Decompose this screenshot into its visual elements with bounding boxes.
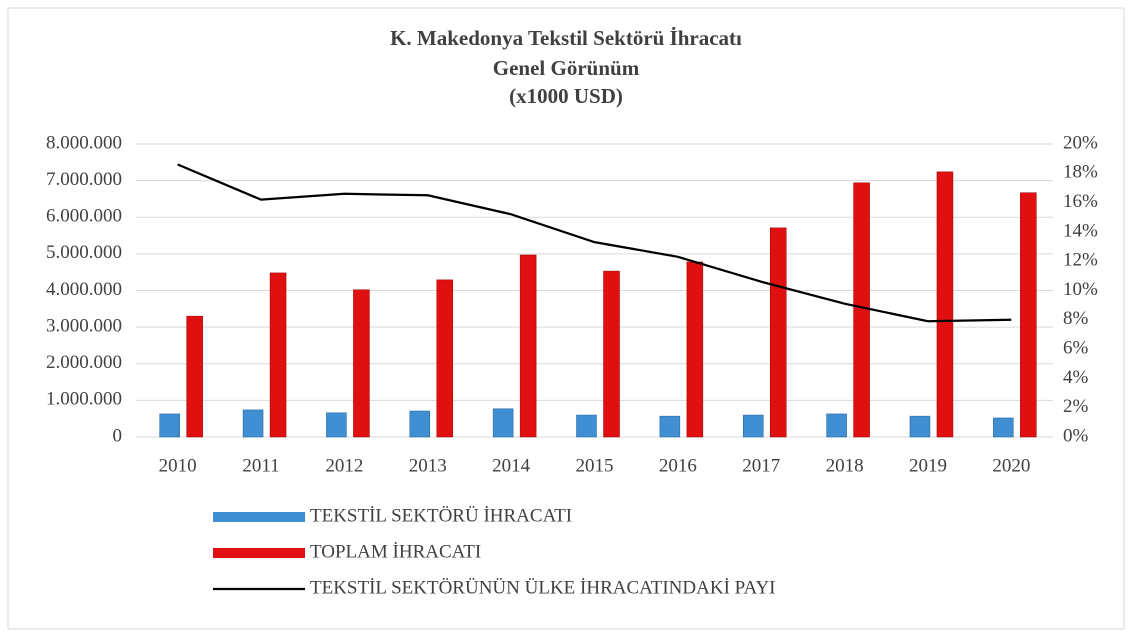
bar [436,279,454,438]
chart-subtitle: Genel Görünüm [493,56,640,80]
y2-tick-label: 18% [1063,162,1098,183]
x-tick-label: 2010 [159,455,197,476]
unit-note: (x1000 USD) [509,84,623,108]
y2-tick-label: 8% [1063,308,1089,329]
bar [269,272,287,438]
bar [242,409,264,438]
x-tick-label: 2018 [826,455,864,476]
legend-label: TEKSTİL SEKTÖRÜ İHRACATI [310,505,572,526]
legend-label: TEKSTİL SEKTÖRÜNÜN ÜLKE İHRACATINDAKİ PA… [310,577,776,598]
y2-tick-label: 12% [1063,250,1098,271]
y-tick-label: 1.000.000 [46,389,122,410]
bar [853,182,870,438]
bar [409,410,431,438]
bar [936,171,954,438]
bar [993,417,1014,438]
bar [603,270,620,438]
y-tick-label: 0 [113,425,123,446]
y2-tick-label: 10% [1063,279,1098,300]
y-tick-label: 7.000.000 [46,169,122,190]
x-tick-label: 2017 [742,455,780,476]
y2-tick-label: 6% [1063,337,1089,358]
legend-swatch [213,512,305,522]
x-tick-label: 2016 [659,455,697,476]
x-tick-label: 2015 [576,455,614,476]
line-series [177,163,1012,323]
bar [576,414,597,438]
y2-tick-label: 4% [1063,367,1089,388]
bar [1020,192,1037,438]
y-tick-label: 4.000.000 [46,279,122,300]
bar [909,415,931,438]
legend-swatch [213,548,305,558]
bar [519,254,537,438]
bar [186,315,203,438]
bar [826,413,847,438]
y2-tick-label: 2% [1063,396,1089,417]
bar [769,227,787,438]
chart-title: K. Makedonya Tekstil Sektörü İhracatı [390,26,742,50]
y2-tick-label: 14% [1063,220,1098,241]
x-tick-label: 2012 [325,455,363,476]
y-tick-label: 5.000.000 [46,242,122,263]
x-tick-label: 2019 [909,455,947,476]
bar [686,261,704,438]
x-tick-label: 2013 [409,455,447,476]
x-tick-label: 2014 [492,455,531,476]
x-tick-label: 2011 [242,455,279,476]
legend-label: TOPLAM İHRACATI [310,541,481,562]
y2-tick-label: 0% [1063,425,1089,446]
y-tick-label: 2.000.000 [46,352,122,373]
bar [353,289,370,438]
bar [492,408,514,438]
bar [742,414,764,438]
y2-tick-label: 20% [1063,132,1098,153]
y2-tick-label: 16% [1063,191,1098,212]
y-tick-label: 3.000.000 [46,315,122,336]
y-tick-label: 8.000.000 [46,132,122,153]
bar [326,412,347,438]
bar [659,415,681,438]
y-tick-label: 6.000.000 [46,206,122,227]
bar [159,413,180,438]
x-tick-label: 2020 [992,455,1030,476]
